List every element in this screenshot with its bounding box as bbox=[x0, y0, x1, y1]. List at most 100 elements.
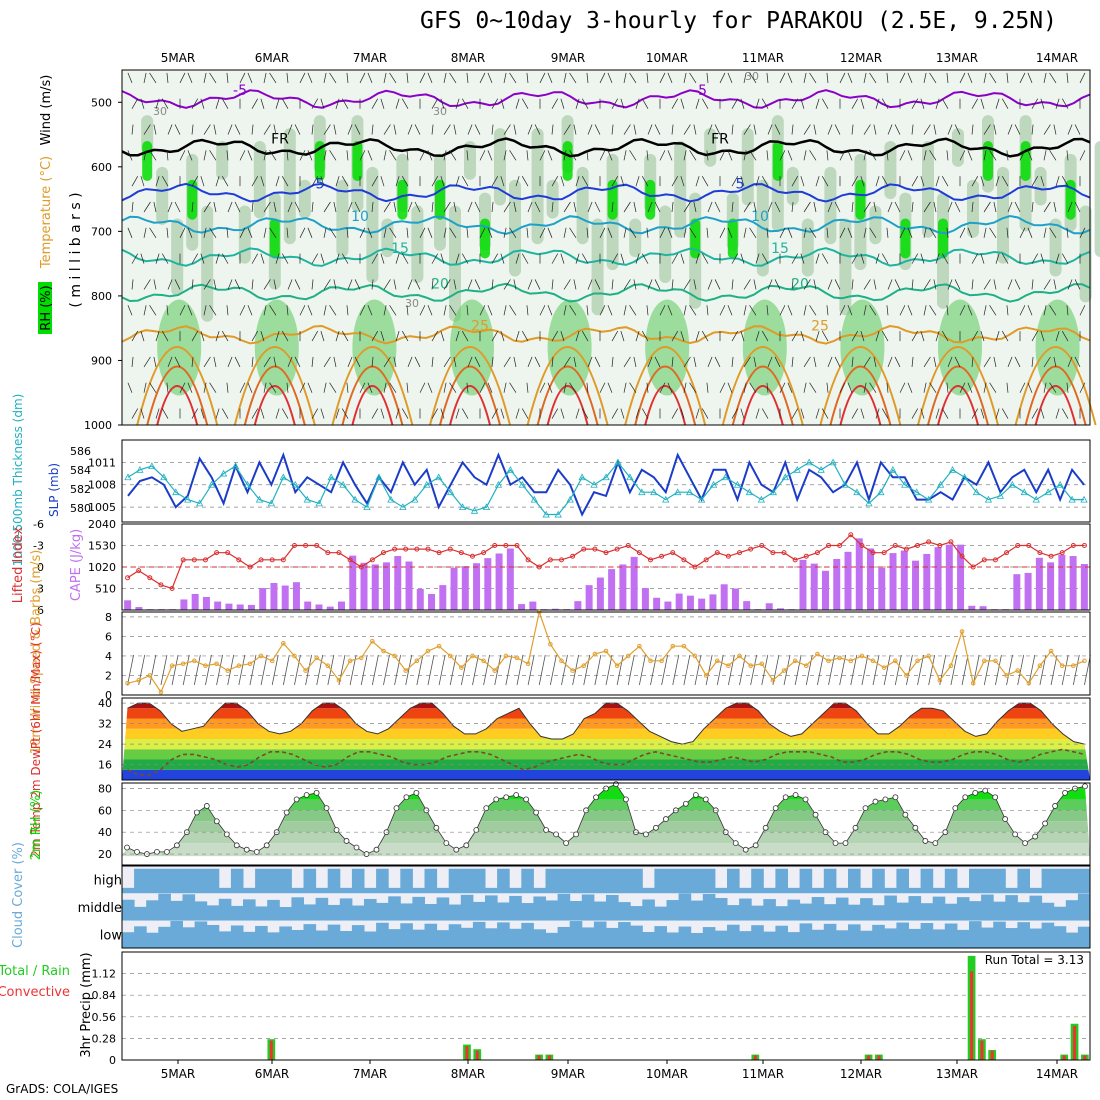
barb bbox=[569, 150, 577, 161]
barb bbox=[251, 176, 259, 187]
li-point-50 bbox=[681, 557, 687, 563]
barb bbox=[569, 305, 577, 316]
barb bbox=[380, 98, 385, 109]
barb bbox=[727, 150, 733, 161]
barb-10m-60 bbox=[794, 654, 802, 686]
cape-bar-34 bbox=[506, 548, 514, 610]
barb bbox=[503, 356, 511, 368]
cloud-cell bbox=[835, 930, 849, 948]
cloud-cell bbox=[182, 868, 196, 894]
barb bbox=[443, 305, 447, 316]
barb bbox=[641, 253, 649, 264]
cape-bar-54 bbox=[731, 588, 739, 610]
barb bbox=[513, 124, 517, 135]
cloud-cell bbox=[255, 868, 268, 894]
cape-bar-83 bbox=[1058, 554, 1066, 610]
rh-point-93 bbox=[1052, 803, 1058, 809]
barb-10m-80 bbox=[1017, 654, 1025, 686]
rh-cell bbox=[576, 166, 589, 245]
cloud-cell bbox=[545, 868, 559, 894]
barb bbox=[803, 201, 811, 213]
barb-10m-86 bbox=[1084, 654, 1091, 686]
barb bbox=[894, 124, 901, 135]
cloud-row-label-1: middle bbox=[78, 901, 122, 916]
pressure-tick-5: 1000 bbox=[84, 419, 112, 432]
barb bbox=[869, 305, 877, 316]
barb bbox=[299, 150, 306, 161]
barb bbox=[213, 124, 217, 135]
barb bbox=[761, 253, 769, 264]
thickness-point-29 bbox=[470, 506, 479, 514]
cloud-cell bbox=[642, 887, 655, 894]
cloud-cell bbox=[279, 907, 292, 921]
barb bbox=[1053, 279, 1057, 290]
rh-cell bbox=[704, 128, 717, 167]
wind-point-63 bbox=[826, 658, 831, 664]
cloud-cell bbox=[848, 924, 861, 948]
barb bbox=[749, 382, 757, 393]
barb bbox=[335, 98, 340, 109]
li-point-53 bbox=[714, 550, 720, 556]
cloud-cell bbox=[206, 868, 220, 894]
barb bbox=[899, 227, 906, 238]
barb-10m-68 bbox=[883, 654, 891, 686]
barb bbox=[354, 201, 361, 213]
barb bbox=[791, 279, 794, 290]
precip-tick-3: 0.84 bbox=[92, 989, 117, 1002]
barb bbox=[227, 356, 233, 368]
barb bbox=[286, 72, 289, 83]
cloud-cell bbox=[509, 928, 522, 948]
li-point-48 bbox=[659, 553, 665, 559]
barb bbox=[140, 176, 145, 187]
cloud-cell bbox=[509, 887, 522, 894]
rh-cell bbox=[156, 166, 169, 225]
thickness-point-6 bbox=[196, 499, 204, 507]
li-point-47 bbox=[648, 557, 654, 563]
barb-10m-5 bbox=[182, 654, 190, 686]
cloud-cell bbox=[206, 905, 220, 921]
thickness-point-26 bbox=[435, 473, 443, 481]
barb-10m-81 bbox=[1028, 654, 1036, 686]
barb bbox=[155, 98, 160, 109]
wind-barbs bbox=[127, 72, 1086, 419]
barb bbox=[907, 150, 913, 161]
barb bbox=[1043, 150, 1047, 161]
barb-10m-14 bbox=[282, 654, 290, 686]
barb bbox=[959, 382, 966, 393]
li-point-11 bbox=[247, 564, 253, 570]
barb bbox=[560, 98, 565, 109]
barb bbox=[393, 201, 397, 213]
barb bbox=[683, 201, 691, 213]
barb bbox=[251, 201, 254, 213]
rh-cell bbox=[411, 205, 424, 283]
cloud-cell bbox=[134, 906, 147, 921]
thickness-point-69 bbox=[948, 465, 957, 473]
temp-tick-1: 24 bbox=[98, 738, 112, 751]
pressure-tick-0: 500 bbox=[91, 96, 112, 109]
surface-loop-6-0 bbox=[721, 346, 804, 426]
barb bbox=[563, 201, 571, 213]
barb bbox=[521, 408, 529, 419]
surface-loop-7-2 bbox=[839, 385, 882, 426]
barb bbox=[989, 382, 997, 393]
barb bbox=[311, 124, 314, 135]
barb bbox=[263, 356, 271, 368]
barb bbox=[863, 201, 871, 213]
cape-bar-82 bbox=[1047, 562, 1055, 610]
barb bbox=[427, 305, 433, 316]
ylabel-slp: SLP (mb) bbox=[47, 463, 61, 517]
barb bbox=[563, 356, 571, 368]
barb bbox=[869, 382, 877, 393]
barb bbox=[487, 382, 493, 393]
rh-point-81 bbox=[932, 840, 939, 847]
cloud-cell bbox=[158, 868, 171, 894]
surface-loop-8-1 bbox=[927, 365, 989, 426]
barb bbox=[395, 98, 400, 109]
barb bbox=[453, 279, 457, 290]
barb bbox=[287, 356, 293, 368]
barb bbox=[389, 72, 397, 84]
cloud-cell bbox=[811, 897, 825, 921]
barb bbox=[127, 150, 133, 161]
rh-point-71 bbox=[832, 840, 839, 847]
ylabel-millibars: ( m i l l i b a r s ) bbox=[68, 192, 84, 307]
